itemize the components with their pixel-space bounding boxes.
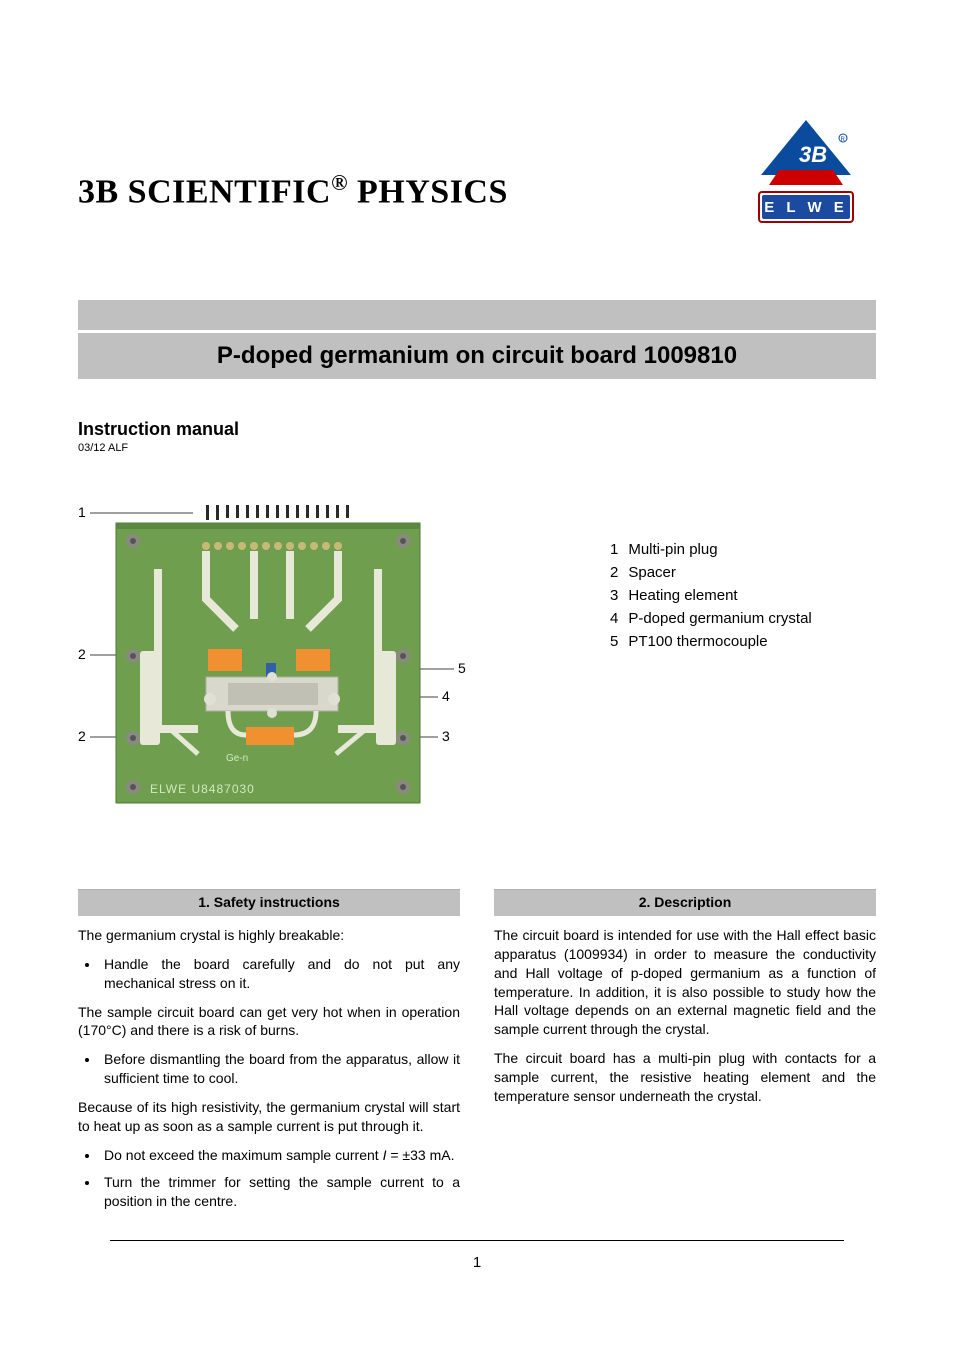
svg-text:2: 2 xyxy=(78,728,86,744)
legend-num-2: 2 xyxy=(610,562,626,583)
legend-num-4: 4 xyxy=(610,608,626,629)
legend-label-5: PT100 thermocouple xyxy=(628,631,819,652)
safety-b3b: = ±33 mA. xyxy=(386,1147,454,1163)
manual-label: Instruction manual xyxy=(78,419,876,440)
legend-label-2: Spacer xyxy=(628,562,819,583)
product-title: P-doped germanium on circuit board 10098… xyxy=(217,342,737,370)
manual-code: 03/12 ALF xyxy=(78,442,876,454)
circuit-board-diagram: 1 2 2 5 4 3 xyxy=(78,499,468,819)
brand-reg: ® xyxy=(331,170,348,195)
safety-b3a: Do not exceed the maximum sample current xyxy=(104,1147,383,1163)
safety-p3: Because of its high resistivity, the ger… xyxy=(78,1098,460,1136)
description-p2: The circuit board has a multi-pin plug w… xyxy=(494,1049,876,1106)
safety-b4: Turn the trimmer for setting the sample … xyxy=(100,1173,460,1211)
safety-b3: Do not exceed the maximum sample current… xyxy=(100,1146,460,1165)
legend-label-3: Heating element xyxy=(628,585,819,606)
safety-heading: 1. Safety instructions xyxy=(78,889,460,916)
description-heading: 2. Description xyxy=(494,889,876,916)
svg-text:1: 1 xyxy=(78,504,86,520)
svg-text:2: 2 xyxy=(78,646,86,662)
logo: 3B R E L W E xyxy=(736,120,876,230)
footer-rule xyxy=(110,1240,844,1241)
brand-part2: PHYSICS xyxy=(348,173,508,210)
title-bar-top xyxy=(78,300,876,330)
diagram: 1 2 2 5 4 3 xyxy=(78,499,468,819)
section-safety: 1. Safety instructions The germanium cry… xyxy=(78,889,460,1221)
svg-text:R: R xyxy=(841,137,846,143)
description-p1: The circuit board is intended for use wi… xyxy=(494,926,876,1039)
safety-b2: Before dismantling the board from the ap… xyxy=(100,1050,460,1088)
brand-title: 3B SCIENTIFIC® PHYSICS xyxy=(78,170,508,211)
legend-label-4: P-doped germanium crystal xyxy=(628,608,819,629)
page-number: 1 xyxy=(0,1254,954,1271)
legend-num-1: 1 xyxy=(610,539,626,560)
svg-text:3B: 3B xyxy=(799,142,827,167)
logo-svg: 3B R E L W E xyxy=(741,120,871,230)
svg-text:5: 5 xyxy=(458,660,466,676)
svg-text:3: 3 xyxy=(442,728,450,744)
multi-pin-plug xyxy=(203,505,353,520)
safety-b1: Handle the board carefully and do not pu… xyxy=(100,955,460,993)
safety-p1: The germanium crystal is highly breakabl… xyxy=(78,926,460,945)
legend-num-3: 3 xyxy=(610,585,626,606)
svg-text:4: 4 xyxy=(442,688,450,704)
svg-text:Ge-n: Ge-n xyxy=(226,753,248,764)
legend-label-1: Multi-pin plug xyxy=(628,539,819,560)
brand-part1: 3B SCIENTIFIC xyxy=(78,173,331,210)
safety-p2: The sample circuit board can get very ho… xyxy=(78,1003,460,1041)
legend: 1Multi-pin plug 2Spacer 3Heating element… xyxy=(608,499,822,819)
title-bar-main: P-doped germanium on circuit board 10098… xyxy=(78,333,876,379)
svg-text:E L W E: E L W E xyxy=(764,199,848,216)
svg-text:ELWE U8487030: ELWE U8487030 xyxy=(150,782,255,796)
section-description: 2. Description The circuit board is inte… xyxy=(494,889,876,1221)
legend-num-5: 5 xyxy=(610,631,626,652)
